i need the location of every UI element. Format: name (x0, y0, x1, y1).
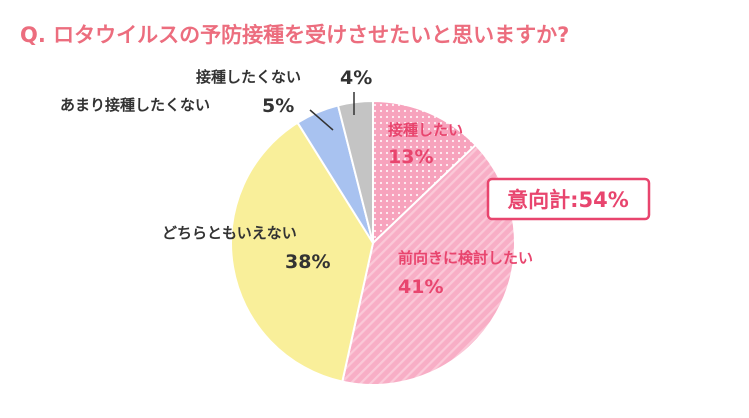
slice-label-no: 接種したくない (196, 68, 301, 86)
slice-value-positive: 41% (398, 276, 443, 298)
slice-value-want: 13% (388, 146, 433, 168)
slice-value-neutral: 38% (285, 251, 330, 273)
slice-value-no: 4% (340, 67, 372, 89)
slice-want (372, 99, 478, 246)
intent-total-box (486, 177, 651, 221)
intent-total-label: 意向計:54% (507, 188, 629, 212)
slice-value-rarely: 5% (262, 95, 294, 117)
leader-line-rarely (309, 109, 334, 131)
slice-label-want: 接種したい (388, 121, 463, 139)
pie-slices (230, 99, 516, 386)
chart-title: Q. ロタウイルスの予防接種を受けさせたいと思いますか? (20, 23, 569, 47)
slice-label-positive: 前向きに検討したい (398, 249, 533, 267)
slice-label-neutral: どちらともいえない (162, 224, 297, 242)
slice-label-rarely: あまり接種したくない (60, 96, 210, 114)
slice-no (336, 99, 374, 244)
